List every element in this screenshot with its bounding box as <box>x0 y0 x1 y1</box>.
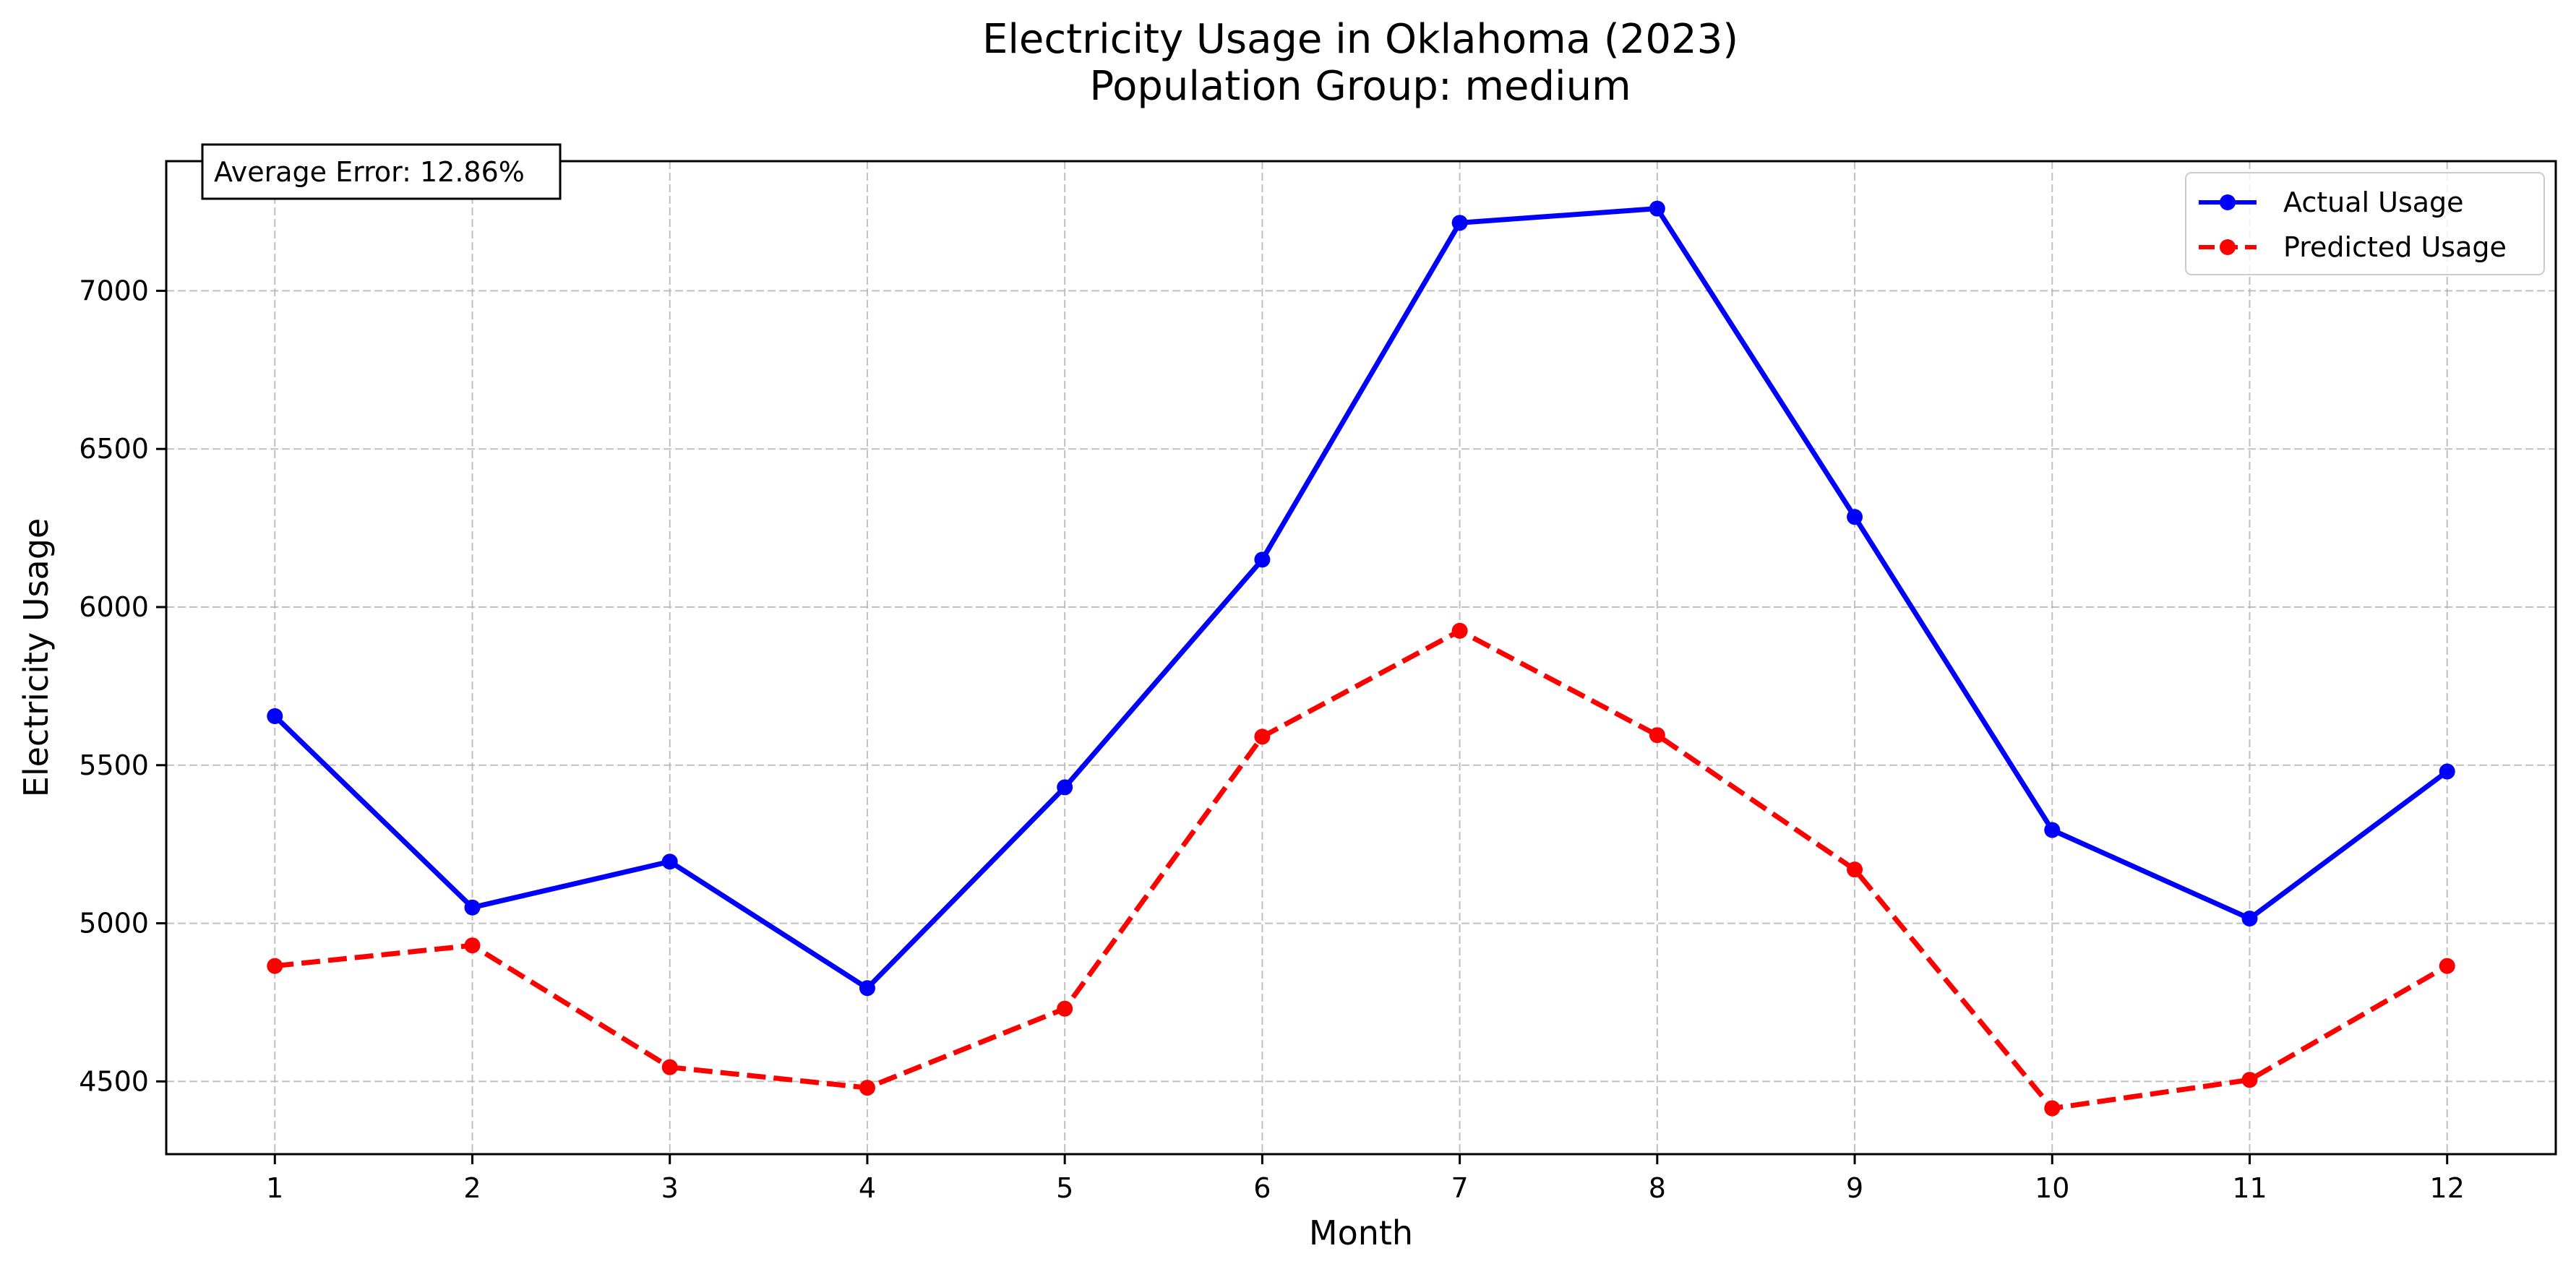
y-tick-label: 6500 <box>79 433 149 465</box>
x-axis-label: Month <box>1309 1213 1413 1252</box>
data-point-actual-usage <box>1847 509 1863 525</box>
series-line-predicted-usage <box>274 628 2449 1112</box>
x-tick-label: 11 <box>2232 1172 2267 1204</box>
annotation-box <box>201 143 562 200</box>
x-tick-label: 5 <box>1056 1172 1073 1204</box>
legend-marker-predicted-usage <box>2220 239 2236 255</box>
data-point-predicted-usage <box>1057 1000 1073 1017</box>
plot-area-frame <box>165 160 2557 1156</box>
data-point-predicted-usage <box>267 958 283 974</box>
y-axis-label: Electricity Usage <box>17 518 56 797</box>
legend-marker-actual-usage <box>2220 194 2236 210</box>
data-point-actual-usage <box>267 708 283 724</box>
y-tick-label: 5000 <box>79 908 149 940</box>
x-tick-label: 3 <box>661 1172 679 1204</box>
data-point-actual-usage <box>2439 763 2455 780</box>
data-point-actual-usage <box>1649 200 1665 217</box>
data-point-actual-usage <box>2241 911 2258 927</box>
data-point-predicted-usage <box>464 937 481 954</box>
data-point-predicted-usage <box>859 1080 875 1096</box>
data-point-actual-usage <box>1057 779 1073 796</box>
annotation-text: Average Error: 12.86% <box>214 156 525 188</box>
data-point-actual-usage <box>2044 822 2061 838</box>
x-tick-label: 6 <box>1253 1172 1271 1204</box>
data-point-predicted-usage <box>2044 1100 2061 1117</box>
y-tick-label: 6000 <box>79 591 149 623</box>
x-tick-label: 8 <box>1649 1172 1666 1204</box>
legend-label-actual-usage: Actual Usage <box>2283 186 2464 218</box>
data-point-predicted-usage <box>2241 1072 2258 1088</box>
x-tick-label: 12 <box>2430 1172 2465 1204</box>
data-point-actual-usage <box>1451 215 1468 231</box>
chart-subtitle: Population Group: medium <box>1089 63 1631 110</box>
legend: Actual Usage Predicted Usage <box>2185 172 2545 275</box>
data-point-actual-usage <box>464 899 481 916</box>
data-point-predicted-usage <box>1847 861 1863 878</box>
legend-box <box>2185 172 2545 275</box>
chart-title: Electricity Usage in Oklahoma (2023) <box>982 16 1738 63</box>
data-point-predicted-usage <box>661 1059 678 1075</box>
data-point-actual-usage <box>1254 551 1271 568</box>
series-line-actual-usage <box>272 206 2449 991</box>
data-point-predicted-usage <box>2439 958 2455 974</box>
data-point-predicted-usage <box>1254 728 1271 745</box>
x-tick-label: 9 <box>1846 1172 1863 1204</box>
x-tick-label: 7 <box>1451 1172 1469 1204</box>
x-tick-label: 2 <box>463 1172 481 1204</box>
legend-label-predicted-usage: Predicted Usage <box>2283 231 2507 263</box>
data-point-actual-usage <box>859 980 875 997</box>
x-tick-label: 4 <box>859 1172 876 1204</box>
average-error-annotation: Average Error: 12.86% <box>201 143 562 200</box>
x-tick-label: 1 <box>266 1172 283 1204</box>
data-point-predicted-usage <box>1649 727 1665 744</box>
y-tick-label: 5500 <box>79 749 149 781</box>
data-point-actual-usage <box>661 854 678 870</box>
y-tick-label: 4500 <box>79 1065 149 1097</box>
data-series <box>267 200 2455 1117</box>
y-tick-label: 7000 <box>79 275 149 306</box>
x-tick-label: 10 <box>2035 1172 2069 1204</box>
data-point-predicted-usage <box>1451 622 1468 639</box>
